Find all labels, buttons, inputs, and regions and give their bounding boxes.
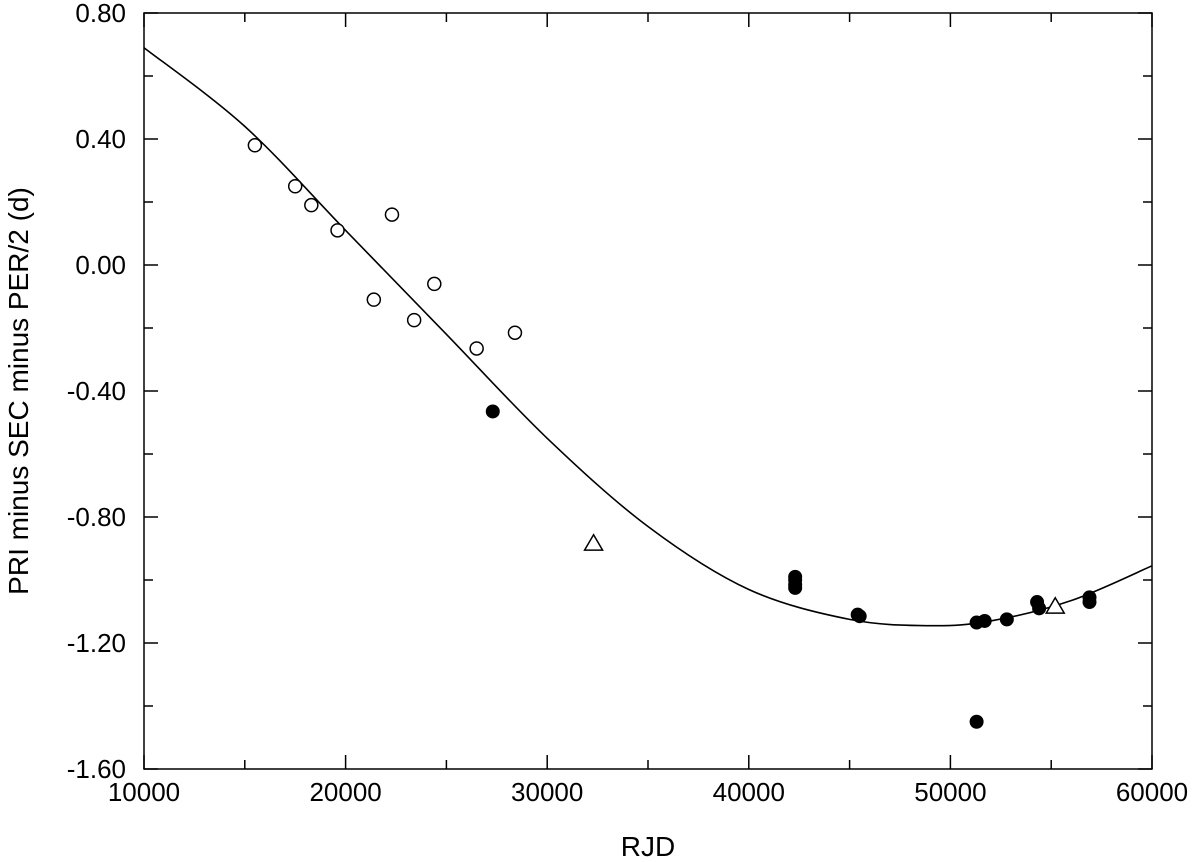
open-circle-point bbox=[287, 179, 303, 194]
plot-frame bbox=[143, 12, 1153, 770]
filled-circle-point bbox=[1032, 601, 1047, 616]
y-tick-label: 0.00 bbox=[75, 250, 126, 280]
y-tick-label: 0.40 bbox=[75, 124, 126, 154]
filled-circle-point bbox=[852, 609, 867, 624]
filled-circle-point bbox=[1082, 595, 1097, 610]
open-circle-point bbox=[330, 223, 345, 238]
open-circle-point bbox=[507, 325, 523, 340]
x-tick-label: 60000 bbox=[1116, 777, 1188, 807]
open-circle-point bbox=[304, 197, 319, 213]
open-circle-point bbox=[384, 207, 400, 222]
open-circle-point bbox=[366, 292, 382, 307]
tick-labels: 10000 20000 30000 40000 50000 60000 0.80 0.40 0.… bbox=[67, 0, 1188, 807]
ticks bbox=[143, 12, 1153, 770]
y-tick-label: 0.80 bbox=[75, 0, 126, 28]
x-tick-label: 10000 bbox=[108, 777, 180, 807]
x-axis-title: RJD bbox=[621, 831, 675, 862]
open-triangle-point bbox=[583, 533, 604, 551]
open-circle-point bbox=[406, 312, 422, 328]
data-points bbox=[247, 138, 1097, 729]
filled-circle-point bbox=[999, 612, 1014, 627]
filled-circle-point bbox=[485, 404, 500, 419]
x-tick-label: 20000 bbox=[309, 777, 381, 807]
y-axis-title: PRI minus SEC minus PER/2 (d) bbox=[3, 187, 34, 595]
x-tick-label: 40000 bbox=[713, 777, 785, 807]
y-tick-label: -0.40 bbox=[67, 376, 126, 406]
open-circle-point bbox=[247, 138, 263, 153]
y-tick-label: -1.20 bbox=[67, 628, 126, 658]
fit-curve bbox=[143, 47, 1153, 627]
y-tick-label: -0.80 bbox=[67, 502, 126, 532]
open-triangle-point bbox=[1044, 596, 1066, 614]
filled-circle-point bbox=[969, 714, 984, 729]
open-circle-point bbox=[469, 341, 484, 356]
open-circle-point bbox=[427, 276, 442, 292]
filled-circle-point bbox=[977, 613, 992, 628]
x-tick-label: 50000 bbox=[914, 777, 986, 807]
filled-circle-point bbox=[788, 580, 803, 595]
y-tick-label: -1.60 bbox=[67, 754, 126, 784]
x-tick-label: 30000 bbox=[511, 777, 583, 807]
